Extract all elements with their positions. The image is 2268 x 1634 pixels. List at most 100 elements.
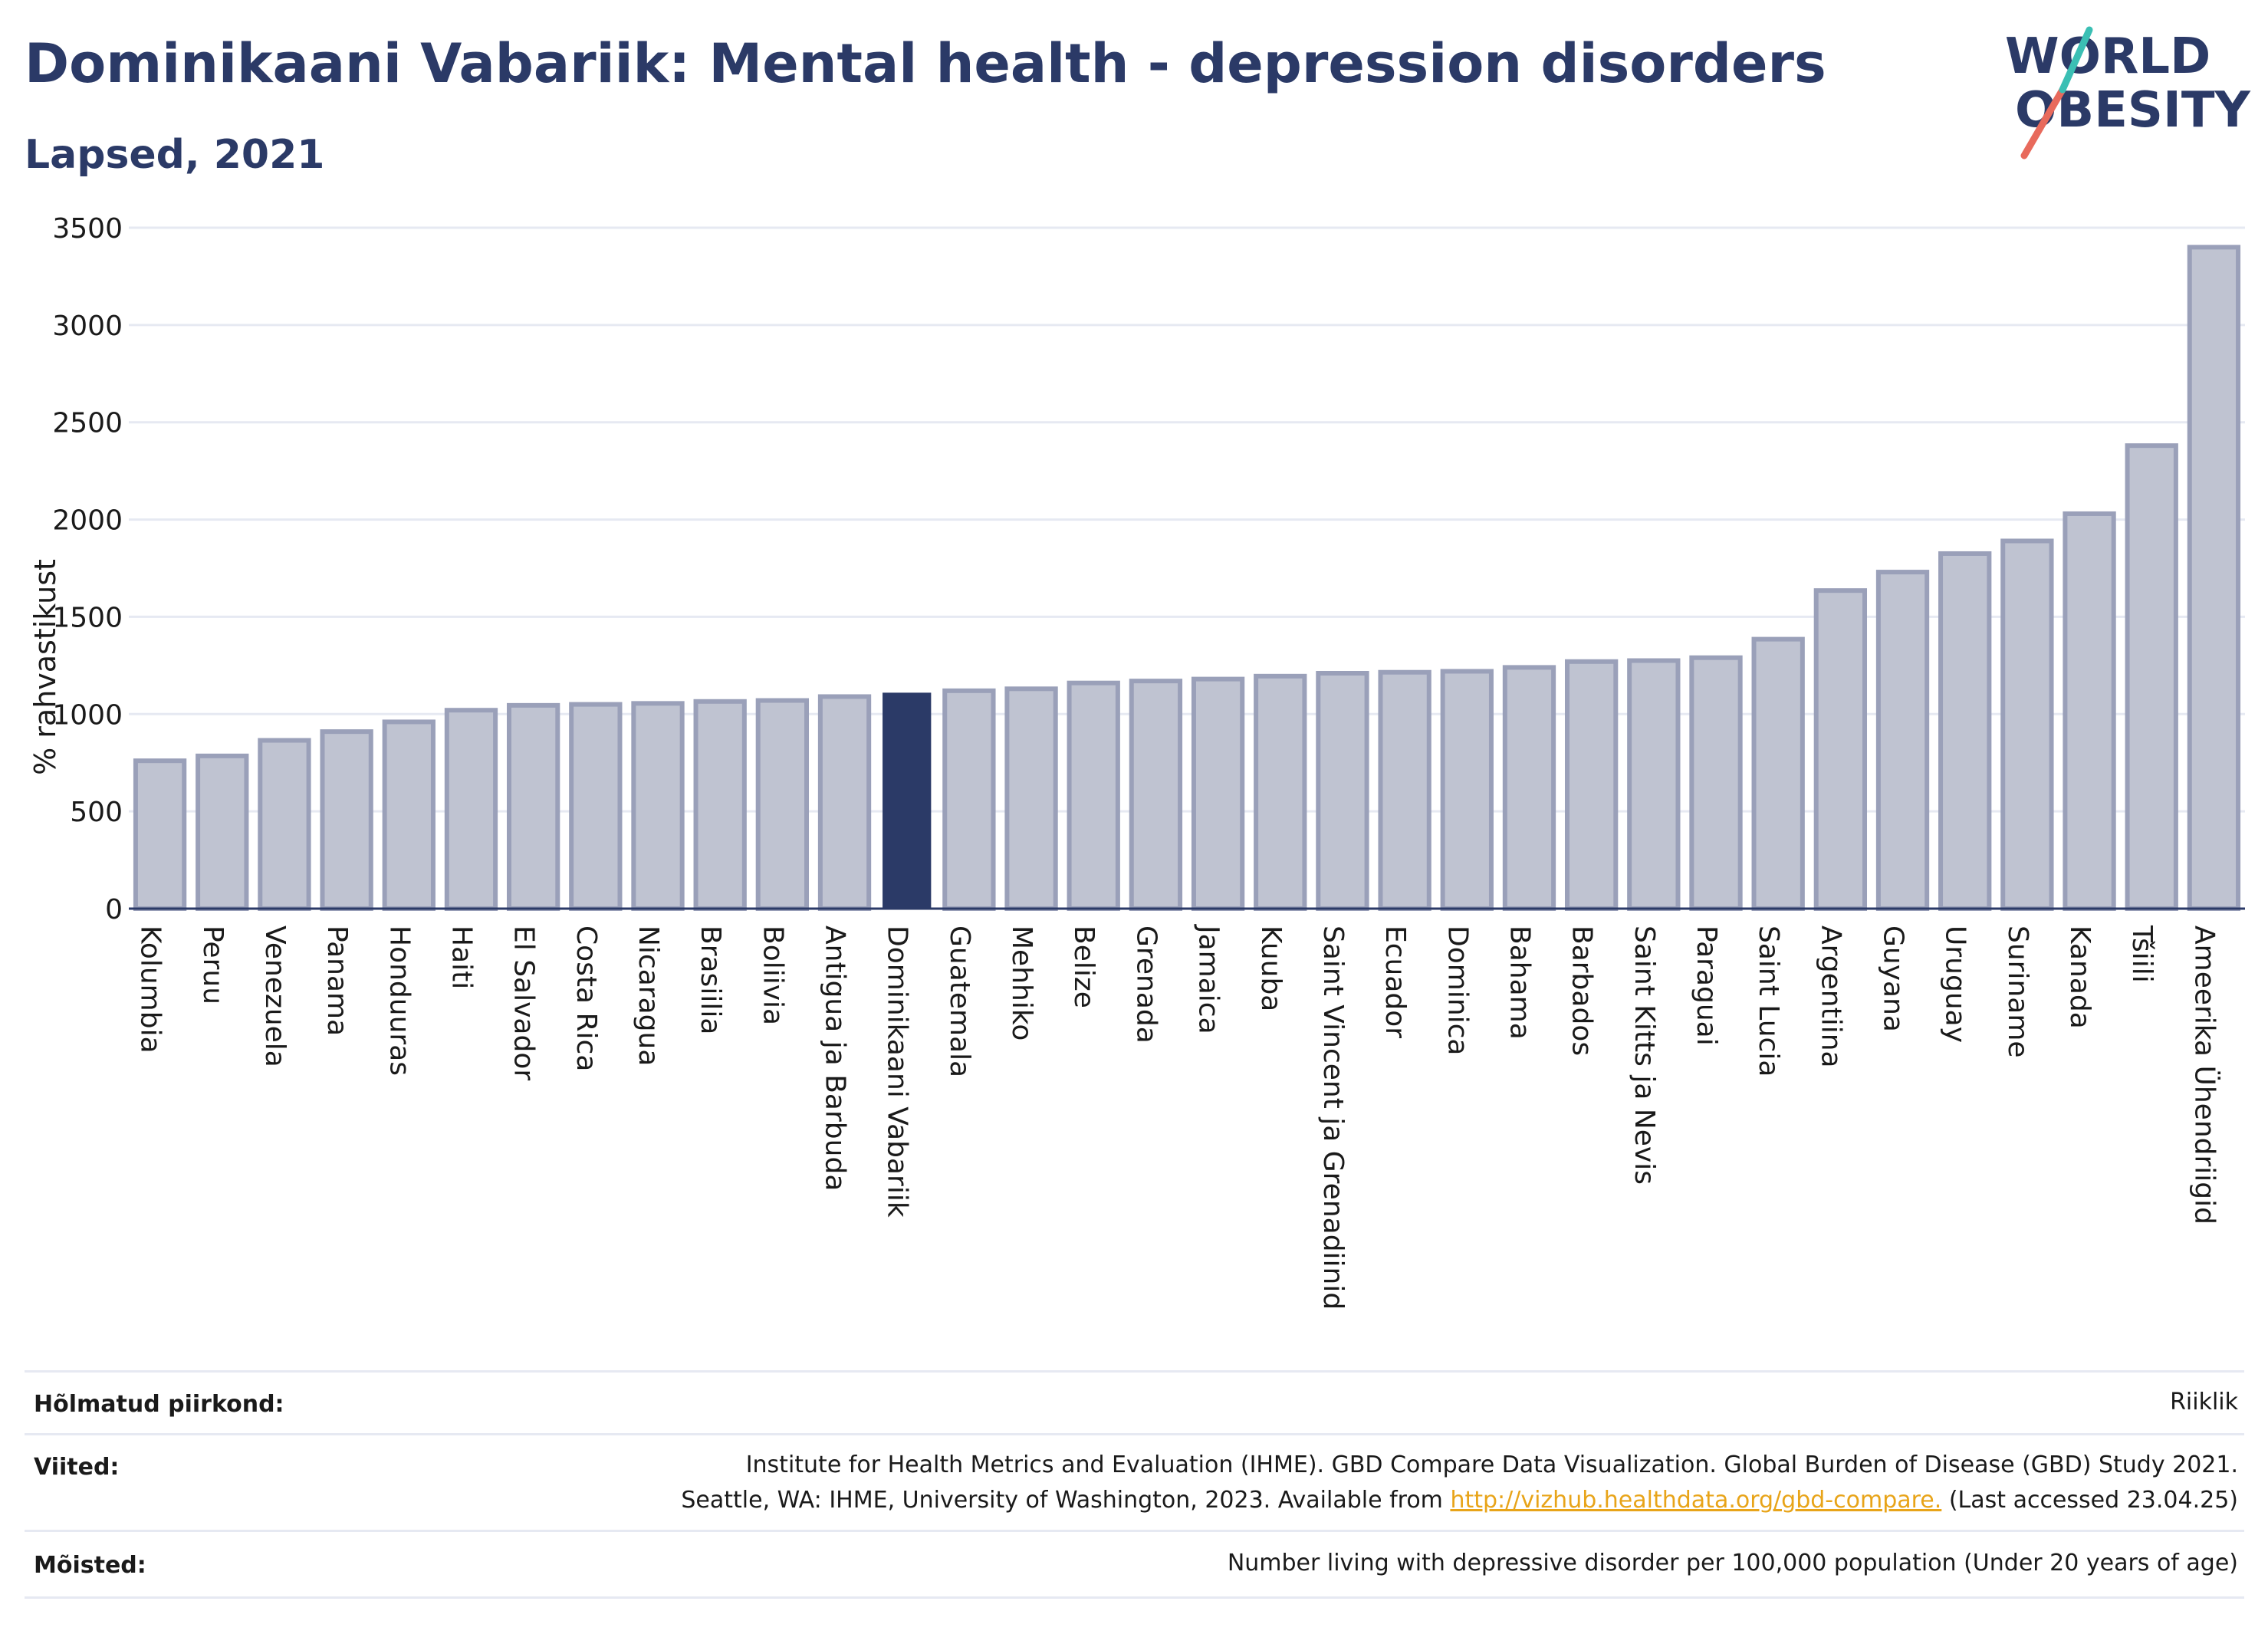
footer-bottom-rule bbox=[25, 1596, 2244, 1599]
y-tick-label: 500 bbox=[70, 797, 123, 828]
x-tick-label: Boliivia bbox=[757, 925, 788, 1025]
x-tick-label: Dominikaani Vabariik bbox=[882, 925, 913, 1218]
defs-label: Mõisted: bbox=[34, 1552, 146, 1579]
region-label: Hõlmatud piirkond: bbox=[34, 1391, 284, 1418]
x-tick-label: Panama bbox=[321, 925, 353, 1036]
footer-region-row: Hõlmatud piirkond: Riiklik bbox=[25, 1370, 2244, 1435]
y-axis-ticks: 0 500 1000 1500 2000 2500 3000 3500 bbox=[52, 213, 123, 925]
x-tick-label: Grenada bbox=[1130, 925, 1162, 1044]
x-tick-label: Costa Rica bbox=[570, 925, 602, 1071]
x-tick-label: Barbados bbox=[1566, 925, 1598, 1056]
bar bbox=[755, 698, 810, 911]
x-tick-label: Paraguai bbox=[1691, 925, 1722, 1046]
bar bbox=[1627, 658, 1681, 911]
logo-slash-red bbox=[2020, 86, 2066, 159]
bar bbox=[382, 719, 436, 911]
refs-text: Institute for Health Metrics and Evaluat… bbox=[681, 1448, 2238, 1518]
refs-line2: Seattle, WA: IHME, University of Washing… bbox=[681, 1483, 2238, 1518]
bar bbox=[1191, 676, 1245, 911]
bars bbox=[133, 245, 2241, 912]
bar bbox=[1254, 673, 1307, 911]
x-tick-label: Kuuba bbox=[1255, 925, 1287, 1011]
y-axis-label: % rahvastikust bbox=[28, 559, 62, 775]
bar bbox=[444, 708, 498, 911]
refs-line2-post: (Last accessed 23.04.25) bbox=[1941, 1487, 2238, 1514]
logo-slash-teal bbox=[2059, 26, 2093, 94]
bar bbox=[693, 699, 747, 912]
x-tick-label: Belize bbox=[1068, 925, 1099, 1008]
refs-label: Viited: bbox=[34, 1454, 120, 1481]
x-tick-label: Dominica bbox=[1441, 925, 1473, 1056]
bar bbox=[2187, 245, 2241, 912]
bar bbox=[2000, 538, 2054, 911]
footer-defs-row: Mõisted: Number living with depressive d… bbox=[25, 1530, 2244, 1599]
defs-value: Number living with depressive disorder p… bbox=[1227, 1550, 2238, 1576]
x-tick-label: Kanada bbox=[2064, 925, 2095, 1029]
refs-line2-pre: Seattle, WA: IHME, University of Washing… bbox=[681, 1487, 1451, 1514]
bar bbox=[569, 702, 623, 911]
x-tick-label: El Salvador bbox=[508, 925, 540, 1080]
bar bbox=[258, 738, 311, 912]
bar bbox=[817, 694, 872, 911]
x-tick-label: Suriname bbox=[2002, 925, 2033, 1058]
bar bbox=[1004, 686, 1058, 911]
y-tick-label: 2500 bbox=[52, 408, 123, 439]
x-tick-label: Bahama bbox=[1504, 925, 1535, 1040]
world-obesity-logo: WORLD OBESITY bbox=[2005, 26, 2250, 159]
bar bbox=[2063, 511, 2116, 911]
x-tick-label: Uruguay bbox=[1940, 925, 1971, 1043]
x-axis-labels: Kolumbia Peruu Venezuela Panama Honduuras Hai… bbox=[135, 924, 2221, 1310]
x-tick-label: Haiti bbox=[445, 925, 477, 989]
x-tick-label: Saint Kitts ja Nevis bbox=[1629, 925, 1660, 1185]
bar bbox=[1875, 570, 1930, 911]
bar bbox=[133, 758, 187, 911]
region-value: Riiklik bbox=[2170, 1389, 2238, 1415]
bar bbox=[631, 701, 685, 911]
x-tick-label: Nicaragua bbox=[633, 925, 664, 1066]
x-tick-label: Mehhiko bbox=[1006, 925, 1037, 1041]
bar bbox=[1316, 671, 1369, 912]
footer-refs-row: Viited: Institute for Health Metrics and… bbox=[25, 1433, 2244, 1532]
bar bbox=[1067, 680, 1120, 911]
y-tick-label: 3500 bbox=[52, 213, 123, 245]
x-tick-label: Saint Lucia bbox=[1753, 925, 1784, 1077]
bar bbox=[1813, 588, 1868, 911]
x-tick-label: Saint Vincent ja Grenadiinid bbox=[1317, 925, 1349, 1310]
refs-line1: Institute for Health Metrics and Evaluat… bbox=[745, 1452, 2238, 1478]
bar bbox=[1502, 665, 1556, 911]
y-tick-label: 3000 bbox=[52, 311, 123, 342]
x-tick-label: Honduuras bbox=[383, 925, 415, 1076]
bar bbox=[1378, 669, 1431, 911]
y-tick-label: 0 bbox=[105, 894, 123, 925]
x-tick-label: Ameerika Ühendriigid bbox=[2188, 925, 2220, 1225]
bar bbox=[196, 753, 249, 911]
bar bbox=[320, 729, 373, 911]
bar-chart: 0 500 1000 1500 2000 2500 3000 3500 Kolumbia Per… bbox=[28, 213, 2245, 1310]
bar bbox=[1689, 655, 1743, 911]
bar bbox=[1751, 636, 1805, 911]
x-tick-label: Jamaica bbox=[1193, 924, 1224, 1034]
bar bbox=[1440, 669, 1494, 911]
x-tick-label: Ecuador bbox=[1379, 925, 1411, 1038]
x-tick-label: Argentiina bbox=[1815, 925, 1846, 1068]
y-tick-label: 2000 bbox=[52, 505, 123, 537]
logo-text-world: WORLD bbox=[2005, 28, 2210, 85]
bar bbox=[506, 702, 560, 912]
x-tick-label: Peruu bbox=[197, 925, 228, 1004]
bar bbox=[1564, 659, 1619, 911]
x-tick-label: Kolumbia bbox=[135, 925, 166, 1054]
x-tick-label: Tšiili bbox=[2126, 925, 2158, 983]
bar-highlight bbox=[883, 692, 932, 909]
bar bbox=[1129, 679, 1183, 911]
y-tick-label: 1500 bbox=[52, 602, 123, 633]
gbd-compare-link[interactable]: http://vizhub.healthdata.org/gbd-compare… bbox=[1450, 1487, 1942, 1514]
y-tick-label: 1000 bbox=[52, 699, 123, 731]
bar bbox=[942, 688, 996, 912]
chart-title: Dominikaani Vabariik: Mental health - de… bbox=[25, 32, 1826, 95]
bar bbox=[1938, 551, 1992, 911]
x-tick-label: Brasiilia bbox=[695, 925, 726, 1034]
chart-subtitle: Lapsed, 2021 bbox=[25, 132, 325, 178]
x-tick-label: Antigua ja Barbuda bbox=[820, 925, 851, 1191]
bar bbox=[2125, 443, 2178, 912]
x-tick-label: Venezuela bbox=[259, 925, 291, 1067]
